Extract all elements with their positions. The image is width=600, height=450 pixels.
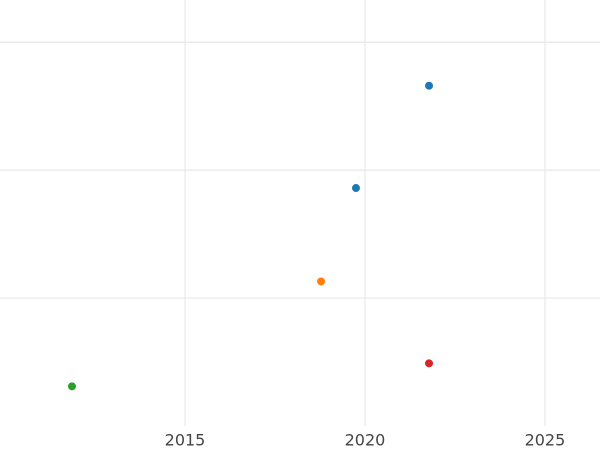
x-tick-label: 2025 — [525, 431, 566, 450]
point — [425, 359, 434, 368]
point — [351, 184, 360, 193]
point — [67, 382, 76, 391]
x-tick-label: 2020 — [345, 431, 386, 450]
point — [425, 81, 434, 90]
x-tick-label: 2015 — [165, 431, 206, 450]
point — [317, 277, 326, 286]
